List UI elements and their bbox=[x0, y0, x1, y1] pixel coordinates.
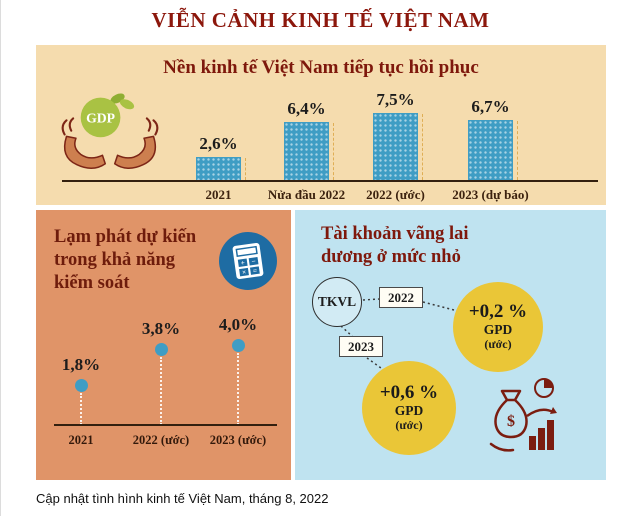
tkvl-node: TKVL bbox=[312, 277, 362, 327]
page-title: VIỄN CẢNH KINH TẾ VIỆT NAM bbox=[151, 8, 490, 32]
bubble-unit: GPD bbox=[483, 322, 513, 338]
point-dot bbox=[74, 378, 88, 392]
bar-guide-line bbox=[245, 157, 246, 180]
point-value-label: 3,8% bbox=[141, 318, 181, 338]
point-dot bbox=[231, 339, 245, 352]
bubble-value: +0,2 % bbox=[468, 301, 528, 323]
point-category-label: 2023 (ước) bbox=[209, 433, 267, 447]
calc-multiply-glyph: × bbox=[241, 267, 246, 276]
calc-equals-glyph: = bbox=[252, 266, 257, 275]
calc-plus-glyph: + bbox=[240, 258, 245, 267]
inflation-panel-heading: Lạm phát dự kiến trong khả năng kiểm soá… bbox=[54, 227, 197, 294]
bar-group-2021: 2,6% 2021 bbox=[196, 133, 246, 202]
point-category-label: 2022 (ước) bbox=[132, 433, 190, 447]
bubble-note: (ước) bbox=[395, 418, 423, 433]
bubble-unit: GPD bbox=[394, 403, 424, 419]
inflation-point-2022: 3,8% 2022 (ước) bbox=[124, 318, 198, 447]
bar-guide-line bbox=[422, 113, 423, 180]
hands-holding-gdp-icon: GDP bbox=[61, 93, 159, 170]
bar-group-h1-2022: 6,4% Nửa đầu 2022 bbox=[268, 99, 345, 202]
value-bubble-2022: +0,2 % GPD (ước) bbox=[453, 282, 543, 372]
point-dot bbox=[154, 342, 168, 356]
year-box-2022: 2022 bbox=[379, 287, 423, 308]
bar-category-label: Nửa đầu 2022 bbox=[267, 187, 346, 202]
point-stem bbox=[237, 353, 239, 425]
current-account-panel: Tài khoản vãng lai dương ở mức nhỏ TKVL … bbox=[295, 210, 606, 480]
point-value-label: 4,0% bbox=[218, 315, 258, 334]
current-account-heading: Tài khoản vãng lai dương ở mức nhỏ bbox=[321, 224, 469, 268]
inflation-point-2023: 4,0% 2023 (ước) bbox=[201, 315, 275, 447]
bar-group-2022: 7,5% 2022 (ước) bbox=[366, 89, 425, 203]
point-category-label: 2021 bbox=[68, 433, 94, 447]
inflation-point-2021: 1,8% 2021 bbox=[44, 354, 118, 447]
x-axis bbox=[62, 180, 598, 182]
inflation-panel: Lạm phát dự kiến trong khả năng kiểm soá… bbox=[36, 210, 291, 480]
bar bbox=[196, 156, 241, 180]
bar-category-label: 2022 (ước) bbox=[366, 187, 425, 202]
bar-category-label: 2023 (dự báo) bbox=[452, 187, 529, 202]
bar-value-label: 6,7% bbox=[471, 96, 510, 116]
gdp-circle-label: GDP bbox=[86, 111, 115, 126]
bar bbox=[468, 119, 513, 180]
bar-value-label: 2,6% bbox=[199, 133, 238, 153]
dollar-glyph: $ bbox=[507, 413, 515, 430]
bar-value-label: 6,4% bbox=[287, 99, 326, 119]
money-bag-growth-icon: $ bbox=[489, 378, 557, 452]
x-axis bbox=[54, 424, 277, 426]
year-box-2023: 2023 bbox=[339, 336, 383, 357]
bar bbox=[284, 122, 329, 180]
point-value-label: 1,8% bbox=[61, 354, 101, 374]
bar-guide-line bbox=[517, 120, 518, 180]
bar-value-label: 7,5% bbox=[376, 89, 415, 109]
value-bubble-2023: +0,6 % GPD (ước) bbox=[362, 361, 456, 455]
point-stem bbox=[160, 356, 162, 425]
point-stem bbox=[80, 392, 82, 425]
bar-group-2023: 6,7% 2023 (dự báo) bbox=[452, 96, 528, 202]
gdp-growth-panel: Nền kinh tế Việt Nam tiếp tục hồi phục G… bbox=[36, 45, 606, 205]
bar-guide-line bbox=[333, 123, 334, 180]
footer-caption: Cập nhật tình hình kinh tế Việt Nam, thá… bbox=[36, 491, 329, 506]
bubble-note: (ước) bbox=[484, 337, 512, 352]
bar-category-label: 2021 bbox=[205, 187, 232, 202]
bar bbox=[373, 112, 418, 180]
gdp-panel-heading: Nền kinh tế Việt Nam tiếp tục hồi phục bbox=[163, 57, 479, 78]
calculator-icon: + − × = bbox=[219, 232, 277, 290]
bubble-value: +0,6 % bbox=[379, 382, 439, 404]
calc-minus-glyph: − bbox=[251, 256, 256, 265]
